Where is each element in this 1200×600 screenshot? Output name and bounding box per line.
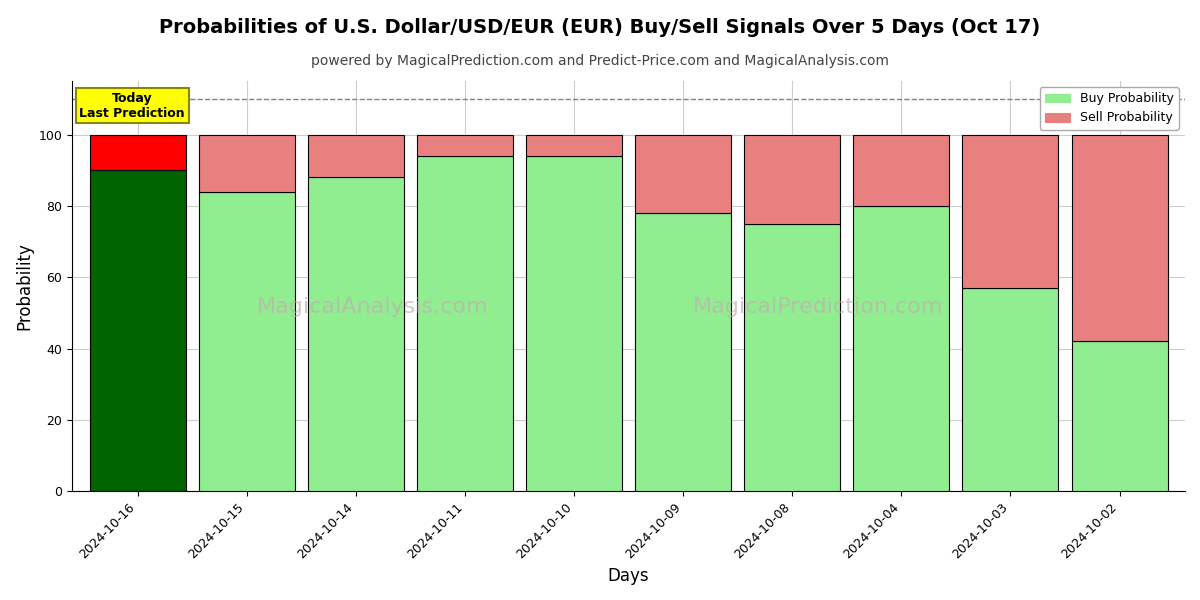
Legend: Buy Probability, Sell Probability: Buy Probability, Sell Probability [1040,87,1178,130]
Text: MagicalAnalysis.com: MagicalAnalysis.com [257,296,488,317]
Bar [416,134,512,156]
Y-axis label: Probability: Probability [16,242,34,330]
Bar [526,156,622,491]
Bar [962,288,1058,491]
Bar [90,134,186,170]
Text: powered by MagicalPrediction.com and Predict-Price.com and MagicalAnalysis.com: powered by MagicalPrediction.com and Pre… [311,54,889,68]
Text: Probabilities of U.S. Dollar/USD/EUR (EUR) Buy/Sell Signals Over 5 Days (Oct 17): Probabilities of U.S. Dollar/USD/EUR (EU… [160,18,1040,37]
Bar [853,206,949,491]
Bar [744,224,840,491]
Bar [308,134,404,178]
Bar [416,156,512,491]
Bar [1072,134,1168,341]
Bar [199,191,295,491]
Bar [199,134,295,191]
Bar [635,213,731,491]
Bar [744,134,840,224]
Bar [962,134,1058,288]
X-axis label: Days: Days [607,567,649,585]
Bar [526,134,622,156]
Text: Today
Last Prediction: Today Last Prediction [79,92,185,120]
Bar [1072,341,1168,491]
Text: MagicalPrediction.com: MagicalPrediction.com [692,296,943,317]
Bar [853,134,949,206]
Bar [308,178,404,491]
Bar [90,170,186,491]
Bar [635,134,731,213]
